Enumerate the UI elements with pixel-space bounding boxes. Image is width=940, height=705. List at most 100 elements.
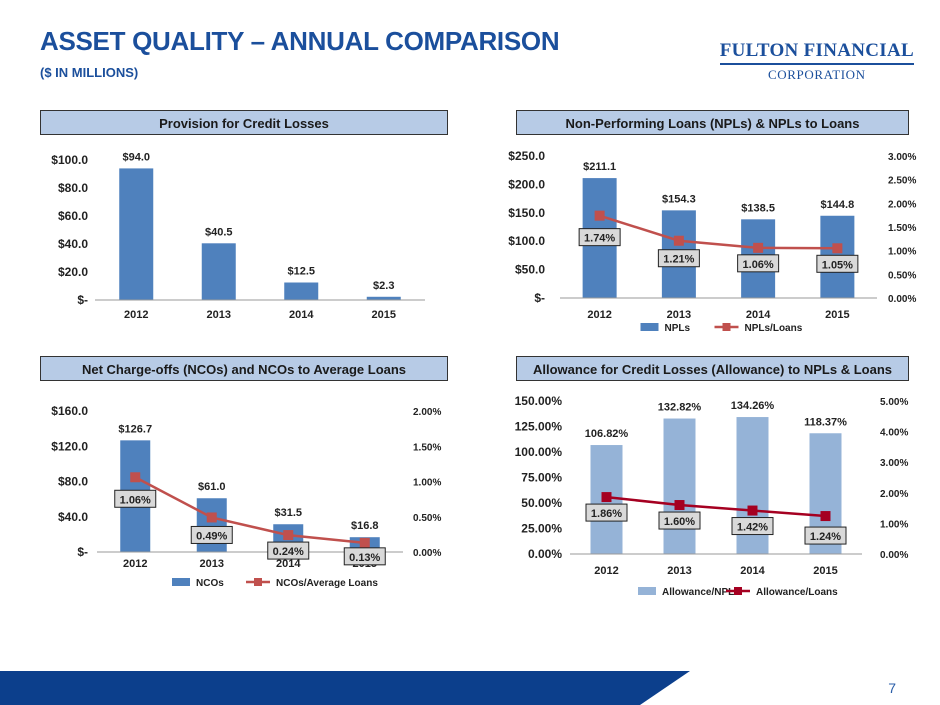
x-tick-label: 2013: [207, 309, 231, 321]
legend-swatch-marker: [734, 587, 742, 595]
bar-value-label: 134.26%: [731, 400, 775, 412]
legend-label: NPLs/Loans: [745, 323, 803, 334]
legend-swatch-bar: [172, 578, 190, 586]
bar-value-label: $2.3: [373, 280, 394, 292]
line-marker: [820, 511, 831, 522]
bar-value-label: $144.8: [821, 199, 855, 211]
y2-tick-label: 2.00%: [880, 489, 908, 500]
y2-tick-label: 0.50%: [413, 513, 441, 524]
line-label-box: [816, 254, 859, 273]
bar-value-label: $61.0: [198, 481, 226, 493]
line-label-box: [578, 228, 621, 247]
y-tick-label: $150.0: [508, 206, 545, 220]
x-tick-label: 2012: [594, 565, 618, 577]
y-tick-label: $-: [77, 545, 88, 559]
y-tick-label: $80.0: [58, 475, 88, 489]
y2-tick-label: 3.00%: [880, 458, 908, 469]
legend-swatch-marker: [722, 323, 731, 331]
y-tick-label: $50.0: [515, 263, 545, 277]
bar: [201, 243, 236, 300]
page-number: 7: [888, 680, 896, 696]
legend-label: Allowance/Loans: [756, 587, 838, 598]
x-tick-label: 2012: [123, 558, 147, 570]
npls-chart-header: Non-Performing Loans (NPLs) & NPLs to Lo…: [516, 110, 909, 135]
line-value-label: 1.06%: [120, 494, 151, 506]
bar: [119, 168, 154, 300]
y-tick-label: $-: [77, 293, 88, 307]
line-marker: [359, 537, 370, 548]
line-marker: [594, 210, 605, 221]
y-tick-label: $40.0: [58, 510, 88, 524]
y-tick-label: $200.0: [508, 177, 545, 191]
y-tick-label: 75.00%: [521, 471, 562, 485]
y-tick-label: $250.0: [508, 149, 545, 163]
line-label-box: [585, 503, 628, 522]
y-tick-label: $-: [534, 291, 545, 305]
series-line: [606, 495, 826, 518]
y-tick-label: $100.0: [508, 234, 545, 248]
bar: [366, 296, 401, 300]
line-label-box: [804, 526, 847, 545]
line-value-label: 1.42%: [737, 522, 768, 534]
y2-tick-label: 2.50%: [888, 176, 916, 187]
line-marker: [673, 235, 684, 246]
line-value-label: 1.86%: [591, 508, 622, 520]
bar-value-label: $40.5: [205, 226, 233, 238]
bar-value-label: $154.3: [662, 193, 696, 205]
y2-tick-label: 0.50%: [888, 270, 916, 281]
bar-value-label: $211.1: [583, 161, 616, 173]
y2-tick-label: 0.00%: [888, 294, 916, 305]
legend-label: NCOs: [196, 578, 224, 589]
line-marker: [674, 500, 685, 511]
bar-value-label: $31.5: [274, 507, 302, 519]
line-value-label: 1.21%: [663, 254, 694, 266]
line-value-label: 0.24%: [273, 546, 304, 558]
line-marker: [832, 243, 843, 254]
y-tick-label: $20.0: [58, 265, 88, 279]
bar-value-label: $138.5: [741, 202, 775, 214]
bar-value-label: 132.82%: [658, 402, 702, 414]
y-tick-label: 150.00%: [515, 394, 563, 408]
line-marker: [206, 512, 217, 523]
legend-label: Allowance/NPLs: [662, 587, 740, 598]
y-tick-label: $100.0: [51, 153, 88, 167]
bar: [284, 282, 319, 300]
line-label-box: [343, 547, 386, 566]
bar-value-label: 118.37%: [804, 416, 847, 428]
line-label-box: [267, 541, 310, 560]
legend-swatch-marker: [254, 578, 262, 586]
y2-tick-label: 4.00%: [880, 428, 908, 439]
y-tick-label: 50.00%: [521, 496, 562, 510]
y-tick-label: $160.0: [51, 404, 88, 418]
legend-swatch-bar: [640, 323, 659, 331]
y-tick-label: $40.0: [58, 237, 88, 251]
y2-tick-label: 3.00%: [888, 152, 916, 163]
line-value-label: 0.13%: [349, 552, 380, 564]
line-marker: [130, 472, 141, 483]
line-label-box: [737, 254, 780, 273]
provision-chart-header: Provision for Credit Losses: [40, 110, 448, 135]
line-value-label: 1.05%: [822, 259, 853, 271]
x-tick-label: 2014: [276, 558, 301, 570]
line-marker: [601, 492, 612, 503]
legend-label: NCOs/Average Loans: [276, 578, 378, 589]
line-marker: [753, 242, 764, 253]
line-label-box: [731, 517, 774, 536]
bar: [663, 418, 696, 554]
bar-value-label: $94.0: [122, 151, 150, 163]
line-label-box: [658, 511, 701, 530]
line-value-label: 1.74%: [584, 233, 615, 245]
y-tick-label: $60.0: [58, 209, 88, 223]
y2-tick-label: 1.50%: [413, 442, 441, 453]
bar-value-label: 106.82%: [585, 428, 629, 440]
y2-tick-label: 1.00%: [413, 478, 441, 489]
x-tick-label: 2013: [667, 309, 691, 321]
company-logo: FULTON FINANCIAL CORPORATION: [719, 40, 914, 83]
y2-tick-label: 5.00%: [880, 397, 908, 408]
logo-line-2: CORPORATION: [768, 67, 866, 82]
x-tick-label: 2015: [825, 309, 849, 321]
